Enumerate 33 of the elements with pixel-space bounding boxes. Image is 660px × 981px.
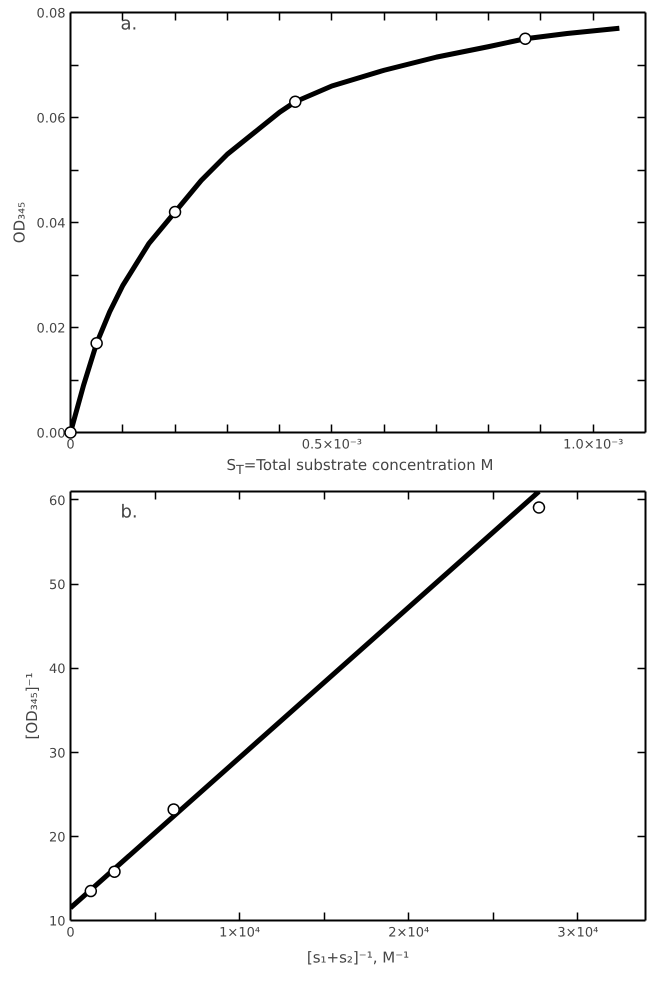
y-axis-title: [OD₃₄₅]⁻¹: [22, 672, 41, 740]
point: [90, 337, 103, 350]
y-tick-label: 0.00: [36, 426, 66, 442]
x-tick-label: 0: [66, 438, 75, 452]
x-axis-title: S$_{T}$=Total substrate concentration M: [226, 455, 494, 479]
annotation: b.: [120, 502, 138, 522]
x-tick-label: 0.5×10⁻³: [302, 438, 362, 452]
y-tick-label: 0.02: [36, 322, 66, 336]
x-tick-label: 2×10⁴: [388, 926, 430, 940]
x-tick-label: 0: [66, 926, 75, 940]
point: [519, 32, 532, 45]
annotation: a.: [120, 14, 138, 34]
y-tick-label: 0.04: [36, 216, 66, 232]
y-tick-label: 60: [48, 494, 66, 509]
y-axis-title: OD₃₄₅: [10, 202, 29, 244]
y-tick-label: 0.08: [36, 6, 66, 22]
point: [84, 884, 98, 898]
point: [167, 803, 180, 816]
y-tick-label: 30: [48, 746, 66, 762]
x-tick-label: 1×10⁴: [219, 926, 260, 940]
point: [532, 501, 546, 514]
x-axis-title: [s₁+s₂]⁻¹, M⁻¹: [306, 948, 410, 966]
x-tick-label: 1.0×10⁻³: [563, 438, 624, 452]
y-tick-label: 20: [48, 830, 66, 846]
y-tick-label: 40: [48, 662, 66, 678]
x-tick-label: 3×10⁴: [557, 926, 598, 940]
point: [289, 96, 302, 108]
point: [108, 865, 121, 878]
y-tick-label: 50: [48, 578, 66, 594]
point: [64, 426, 77, 439]
y-tick-label: 0.06: [36, 112, 66, 126]
point: [168, 206, 182, 218]
y-tick-label: 10: [48, 914, 66, 930]
